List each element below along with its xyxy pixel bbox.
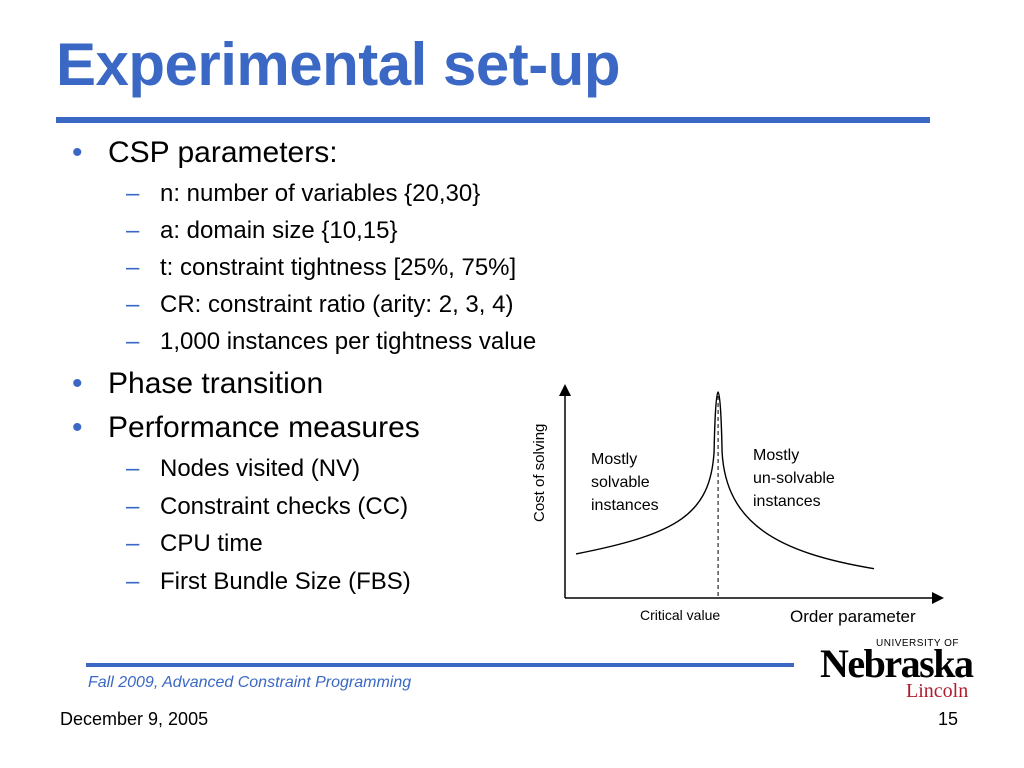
sub-bullet: – CPU time xyxy=(126,530,263,558)
sub-bullet-symbol: – xyxy=(126,568,140,595)
bullet-csp-parameters: • CSP parameters: xyxy=(72,136,338,170)
annotation-right-line-3: instances xyxy=(753,493,821,510)
sub-bullet-text: n: number of variables {20,30} xyxy=(160,180,481,207)
logo-lincoln: Lincoln xyxy=(906,680,969,702)
sub-bullet: – Constraint checks (CC) xyxy=(126,493,409,521)
chart-svg: Cost of solving Mostly solvable instance… xyxy=(531,384,944,626)
bullet-phase-transition: • Phase transition xyxy=(72,367,324,401)
bullet-text: CSP parameters: xyxy=(108,136,338,169)
bullet-symbol: • xyxy=(72,367,83,400)
bullet-text: Phase transition xyxy=(108,367,324,400)
y-axis-label: Cost of solving xyxy=(531,424,548,522)
sub-bullet: – 1,000 instances per tightness value xyxy=(126,328,537,356)
x-axis-label: Order parameter xyxy=(790,607,916,626)
sub-bullet-text: CR: constraint ratio (arity: 2, 3, 4) xyxy=(160,291,514,318)
logo-university-of: UNIVERSITY OF xyxy=(876,638,959,649)
annotation-left-line-3: instances xyxy=(591,497,659,514)
annotation-left-line-2: solvable xyxy=(591,474,650,491)
sub-bullet: – t: constraint tightness [25%, 75%] xyxy=(126,254,517,282)
logo-nebraska: Nebraska xyxy=(820,641,974,686)
page-number: 15 xyxy=(938,709,959,729)
sub-bullet-text: 1,000 instances per tightness value xyxy=(160,328,537,355)
sub-bullet-symbol: – xyxy=(126,328,140,355)
sub-bullet-symbol: – xyxy=(126,493,140,520)
sub-bullet-symbol: – xyxy=(126,291,140,318)
sub-bullet-text: CPU time xyxy=(160,530,263,557)
footer-rule xyxy=(86,663,794,667)
bullet-text: Performance measures xyxy=(108,411,420,444)
sub-bullet-symbol: – xyxy=(126,455,140,482)
sub-bullet-text: t: constraint tightness [25%, 75%] xyxy=(160,254,517,281)
slide-title: Experimental set-up xyxy=(56,31,621,98)
sub-bullet-text: Nodes visited (NV) xyxy=(160,455,361,482)
sub-bullet-text: First Bundle Size (FBS) xyxy=(160,568,411,595)
sub-bullet: – n: number of variables {20,30} xyxy=(126,180,481,208)
title-rule xyxy=(56,117,930,123)
bullet-symbol: • xyxy=(72,411,83,444)
critical-value-label: Critical value xyxy=(640,607,720,623)
sub-bullet: – First Bundle Size (FBS) xyxy=(126,568,411,596)
sub-bullet-text: a: domain size {10,15} xyxy=(160,217,398,244)
sub-bullet-symbol: – xyxy=(126,180,140,207)
annotation-right-line-2: un-solvable xyxy=(753,470,835,487)
bullet-performance-measures: • Performance measures xyxy=(72,411,420,445)
bullet-symbol: • xyxy=(72,136,83,169)
sub-bullet-symbol: – xyxy=(126,217,140,244)
sub-bullet: – a: domain size {10,15} xyxy=(126,217,398,245)
cost-curve xyxy=(575,391,875,570)
phase-transition-chart: Cost of solving Mostly solvable instance… xyxy=(520,380,950,630)
university-logo: UNIVERSITY OF Nebraska Lincoln xyxy=(818,636,974,702)
annotation-right-line-1: Mostly xyxy=(753,447,799,464)
sub-bullet-symbol: – xyxy=(126,254,140,281)
footer-date: December 9, 2005 xyxy=(60,709,209,729)
annotation-left-line-1: Mostly xyxy=(591,451,637,468)
sub-bullet-symbol: – xyxy=(126,530,140,557)
sub-bullet: – Nodes visited (NV) xyxy=(126,455,361,483)
sub-bullet: – CR: constraint ratio (arity: 2, 3, 4) xyxy=(126,291,514,319)
sub-bullet-text: Constraint checks (CC) xyxy=(160,493,409,520)
footer-course-label: Fall 2009, Advanced Constraint Programmi… xyxy=(88,674,412,691)
